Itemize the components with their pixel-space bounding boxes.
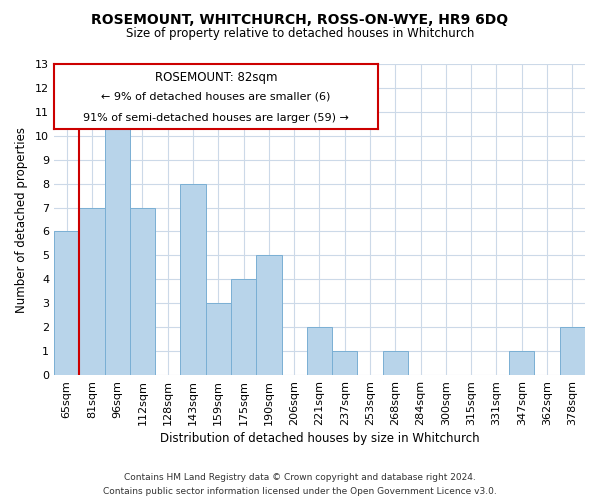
Bar [206, 304, 231, 375]
Text: ROSEMOUNT: 82sqm: ROSEMOUNT: 82sqm [155, 70, 277, 84]
Bar [104, 112, 130, 375]
Bar [130, 208, 155, 375]
Bar [181, 184, 206, 375]
Bar [54, 232, 79, 375]
Bar [509, 351, 535, 375]
Text: ← 9% of detached houses are smaller (6): ← 9% of detached houses are smaller (6) [101, 92, 331, 102]
Text: Contains HM Land Registry data © Crown copyright and database right 2024.: Contains HM Land Registry data © Crown c… [124, 473, 476, 482]
Text: ROSEMOUNT, WHITCHURCH, ROSS-ON-WYE, HR9 6DQ: ROSEMOUNT, WHITCHURCH, ROSS-ON-WYE, HR9 … [91, 12, 509, 26]
Text: Size of property relative to detached houses in Whitchurch: Size of property relative to detached ho… [126, 28, 474, 40]
Text: 91% of semi-detached houses are larger (59) →: 91% of semi-detached houses are larger (… [83, 112, 349, 122]
Bar [383, 351, 408, 375]
X-axis label: Distribution of detached houses by size in Whitchurch: Distribution of detached houses by size … [160, 432, 479, 445]
Bar [332, 351, 358, 375]
Text: Contains public sector information licensed under the Open Government Licence v3: Contains public sector information licen… [103, 486, 497, 496]
Bar [560, 327, 585, 375]
Bar [256, 256, 281, 375]
Bar [231, 280, 256, 375]
Y-axis label: Number of detached properties: Number of detached properties [15, 126, 28, 312]
Bar [79, 208, 104, 375]
Bar [307, 327, 332, 375]
